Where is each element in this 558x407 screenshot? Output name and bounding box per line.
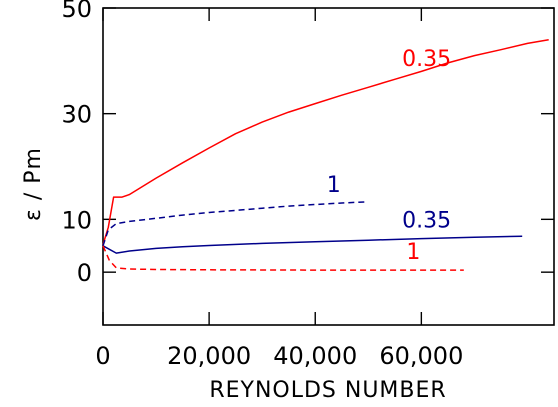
series-line	[102, 245, 464, 271]
x-tick-label: 60,000	[379, 342, 463, 370]
series-line	[102, 38, 549, 245]
plot-frame	[102, 7, 555, 326]
y-tick-label: 0	[77, 259, 92, 287]
x-axis-title: REYNOLDS NUMBER	[209, 378, 446, 403]
series-label: 1	[327, 173, 341, 198]
x-tick-label: 20,000	[167, 342, 251, 370]
y-tick-label: 50	[61, 0, 92, 23]
series-layer: 0.35 1 0.35 1	[102, 38, 549, 271]
series-label: 0.35	[402, 47, 451, 72]
x-tick-label: 40,000	[273, 342, 357, 370]
series-label: 0.35	[402, 208, 451, 233]
series-line	[102, 235, 523, 254]
x-axis-ticks: 0 20,000 40,000 60,000	[95, 8, 463, 370]
y-tick-label: 30	[61, 101, 92, 129]
series-label: 1	[406, 240, 420, 265]
series-line	[102, 201, 366, 247]
y-axis-ticks: 0 10 30 50	[61, 0, 554, 287]
y-tick-label: 10	[61, 206, 92, 234]
x-tick-label: 0	[95, 342, 110, 370]
y-axis-title: ɛ / Pm	[21, 147, 46, 221]
